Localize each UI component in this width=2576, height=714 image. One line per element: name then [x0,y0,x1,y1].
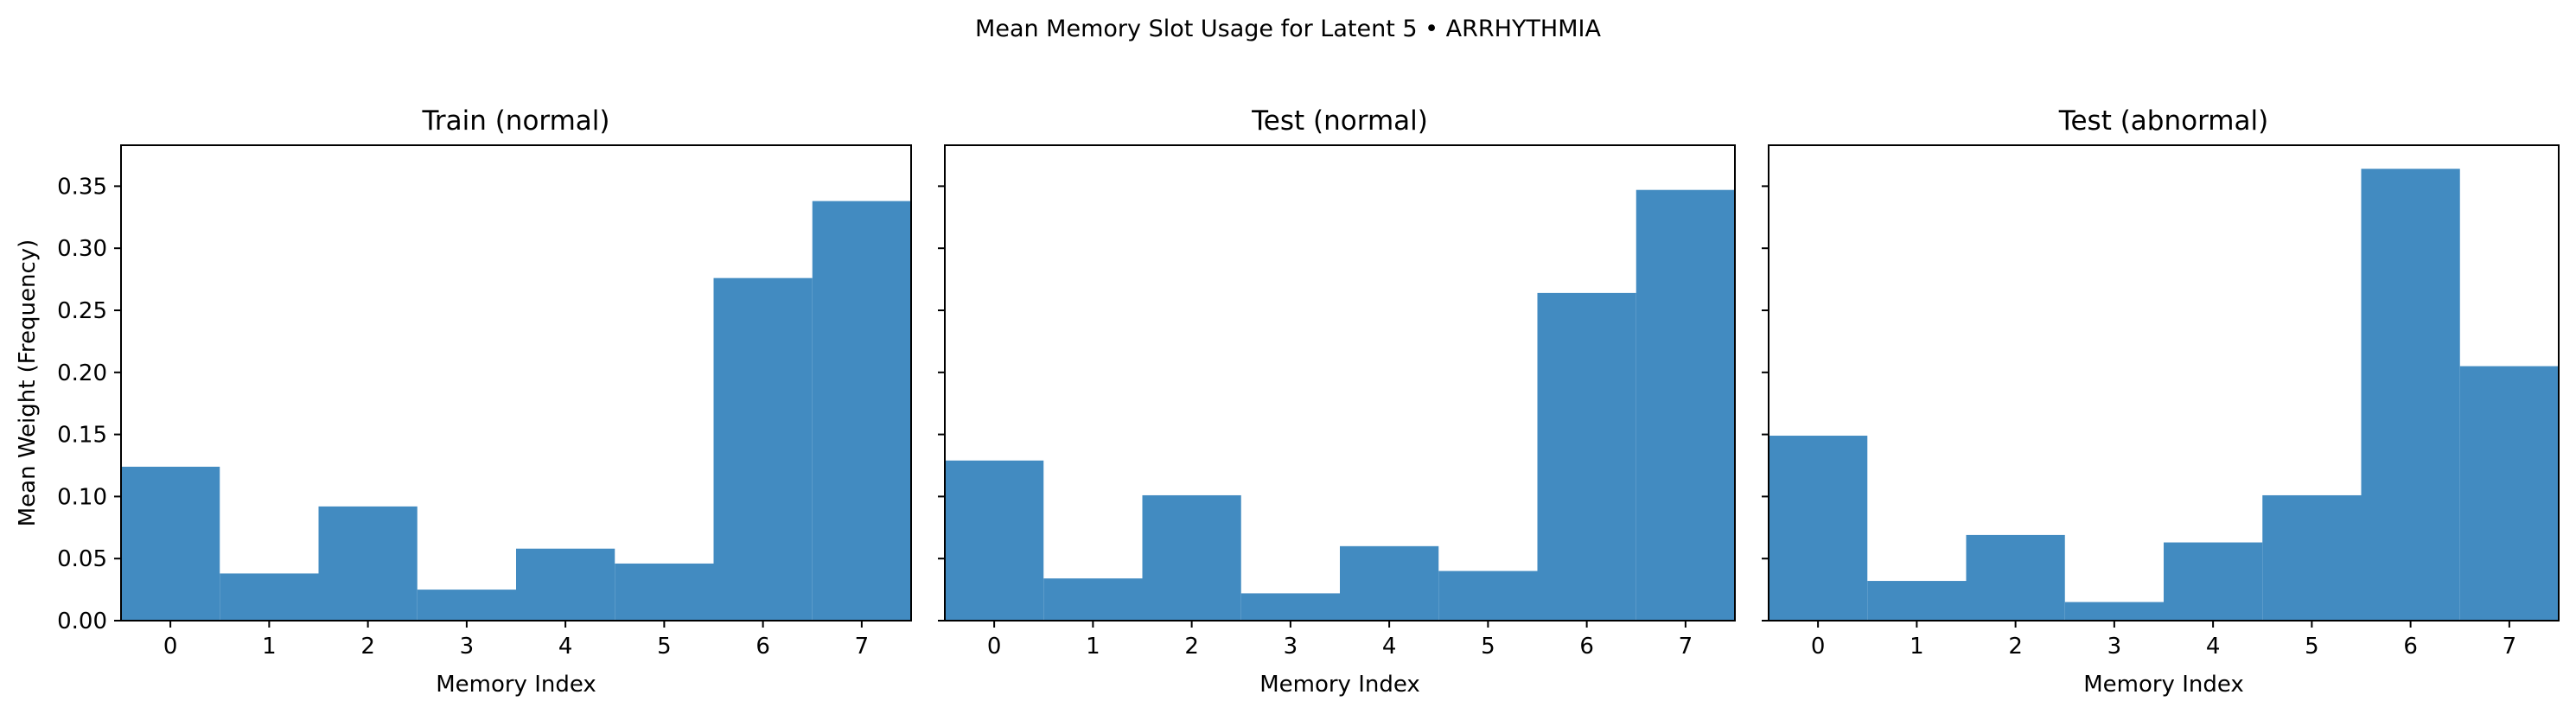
bar-1-3 [1240,593,1340,621]
y-tick-label-0-3: 0.15 [57,423,107,449]
x-tick-label-0-6: 6 [756,634,770,660]
bar-0-2 [318,506,418,621]
bar-2-5 [2262,494,2362,621]
x-tick-label-2-3: 3 [2107,634,2122,660]
x-tick-label-1-2: 2 [1184,634,1199,660]
figure-suptitle: Mean Memory Slot Usage for Latent 5 • AR… [975,16,1601,42]
bar-0-4 [516,548,615,621]
bar-0-1 [220,573,319,621]
x-axis-label-1: Memory Index [1259,672,1420,698]
x-tick-label-2-0: 0 [1811,634,1826,660]
x-tick-label-1-5: 5 [1481,634,1495,660]
bar-2-1 [1867,581,1967,621]
bar-2-7 [2459,366,2559,621]
x-tick-label-0-2: 2 [360,634,375,660]
x-tick-label-2-4: 4 [2206,634,2221,660]
bar-0-5 [615,563,714,621]
y-tick-label-0-6: 0.30 [57,236,107,262]
bar-0-7 [812,201,911,621]
y-tick-label-0-4: 0.20 [57,360,107,386]
bar-2-3 [2064,602,2164,621]
panel-0: 0 1 2 3 4 5 6 7 0.00 0.05 0.10 0.15 0.20 0.25 0.30 0.35… [15,105,912,698]
bar-1-4 [1340,545,1439,621]
x-tick-label-1-4: 4 [1382,634,1397,660]
x-axis-label-0: Memory Index [436,672,596,698]
x-tick-label-2-5: 5 [2305,634,2319,660]
x-tick-label-0-1: 1 [262,634,277,660]
panel-title-1: Test (normal) [1251,105,1428,137]
bar-2-2 [1966,534,2065,621]
panel-2: 0 1 2 3 4 5 6 7 Test (abnormal) Memory Index [1762,105,2560,698]
x-tick-label-0-7: 7 [855,634,870,660]
x-tick-label-1-1: 1 [1086,634,1100,660]
bar-2-6 [2361,169,2460,621]
panels: 0 1 2 3 4 5 6 7 0.00 0.05 0.10 0.15 0.20 0.25 0.30 0.35… [15,105,2560,698]
x-tick-label-1-6: 6 [1579,634,1594,660]
x-tick-label-0-3: 3 [460,634,475,660]
bar-1-0 [945,460,1044,621]
bar-1-2 [1142,494,1241,621]
bar-0-6 [713,277,813,621]
bar-0-0 [121,466,220,621]
bar-2-0 [1769,436,1868,621]
y-tick-label-0-5: 0.25 [57,298,107,324]
x-tick-label-0-4: 4 [558,634,573,660]
x-tick-label-1-3: 3 [1284,634,1298,660]
x-tick-label-0-5: 5 [657,634,672,660]
bar-1-1 [1043,578,1143,621]
bar-1-6 [1537,292,1636,621]
bar-1-7 [1636,189,1735,621]
axes-frame-2 [1768,144,2560,622]
x-axis-label-2: Memory Index [2083,672,2244,698]
bar-0-3 [417,590,516,621]
panel-1: 0 1 2 3 4 5 6 7 Test (normal) Memory Index [938,105,1736,698]
y-tick-label-0-0: 0.00 [57,609,107,634]
bar-2-4 [2164,542,2263,621]
x-tick-label-0-0: 0 [163,634,178,660]
axes-frame-0 [120,144,912,622]
x-tick-label-1-7: 7 [1679,634,1693,660]
axes-frame-1 [944,144,1736,622]
x-tick-label-2-7: 7 [2503,634,2517,660]
y-tick-label-0-1: 0.05 [57,546,107,572]
y-tick-label-0-7: 0.35 [57,174,107,200]
x-tick-label-1-0: 0 [987,634,1002,660]
bar-1-5 [1438,571,1538,621]
x-tick-label-2-2: 2 [2008,634,2023,660]
y-tick-label-0-2: 0.10 [57,484,107,510]
panel-title-0: Train (normal) [421,105,609,137]
y-axis-label-0: Mean Weight (Frequency) [15,239,41,527]
x-tick-label-2-6: 6 [2403,634,2418,660]
x-tick-label-2-1: 1 [1910,634,1924,660]
panel-title-2: Test (abnormal) [2058,105,2268,137]
